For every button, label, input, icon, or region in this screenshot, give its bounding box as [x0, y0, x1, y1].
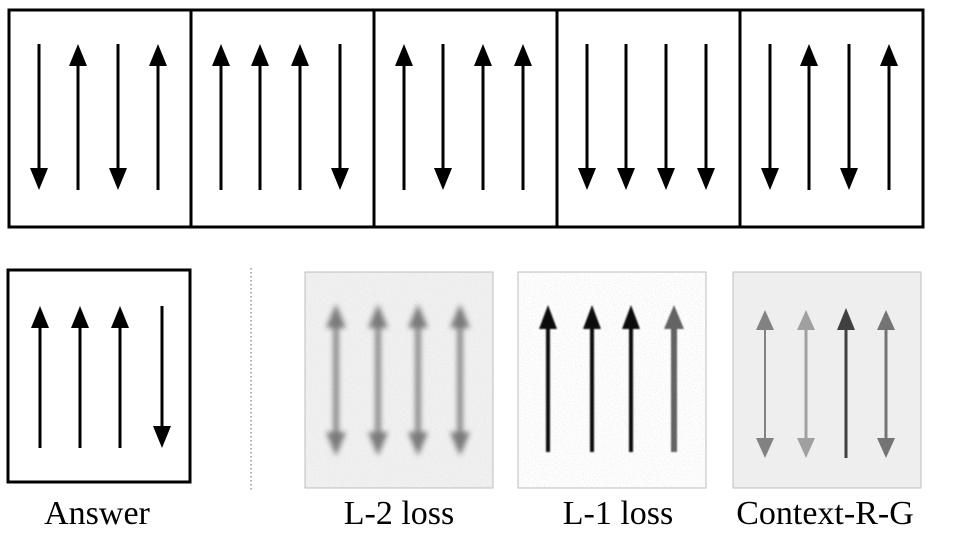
up-arrow — [251, 44, 269, 190]
sequence-frame — [7, 8, 925, 229]
down-arrow — [109, 44, 127, 190]
up-arrow — [31, 306, 49, 448]
sequence-row — [7, 8, 925, 229]
double-arrow — [756, 310, 774, 458]
answer-caption: Answer — [44, 495, 150, 532]
double-arrow — [877, 310, 895, 458]
sequence-panel-3 — [395, 44, 532, 190]
l2-loss-caption: L-2 loss — [344, 495, 455, 532]
down-arrow — [434, 44, 452, 190]
up-arrow — [212, 44, 230, 190]
context-arrows — [756, 308, 895, 458]
double-arrow — [797, 310, 815, 458]
up-arrow — [837, 308, 855, 458]
context-r-g-caption: Context-R-G — [736, 495, 914, 532]
down-arrow — [331, 44, 349, 190]
sequence-panel-1 — [30, 44, 167, 190]
up-arrow — [291, 44, 309, 190]
prediction-frame — [732, 271, 922, 489]
down-arrow — [617, 44, 635, 190]
down-arrow — [840, 44, 858, 190]
prediction-l2-loss — [304, 271, 494, 489]
up-arrow — [474, 44, 492, 190]
down-arrow — [578, 44, 596, 190]
up-arrow — [149, 44, 167, 190]
up-arrow — [69, 44, 87, 190]
up-arrow — [800, 44, 818, 190]
down-arrow — [697, 44, 715, 190]
up-arrow — [71, 306, 89, 448]
up-arrow — [514, 44, 532, 190]
up-arrow — [395, 44, 413, 190]
sequence-panel-2 — [212, 44, 349, 190]
sequence-panel-4 — [578, 44, 715, 190]
l1-loss-caption: L-1 loss — [563, 495, 674, 532]
down-arrow — [761, 44, 779, 190]
answer-frame — [6, 268, 192, 484]
up-arrow — [880, 44, 898, 190]
up-arrow — [111, 306, 129, 448]
sequence-panel-5 — [761, 44, 898, 190]
prediction-l1-loss — [517, 271, 707, 489]
down-arrow — [657, 44, 675, 190]
down-arrow — [30, 44, 48, 190]
prediction-context-r-g — [732, 271, 922, 489]
answer-panel — [6, 268, 192, 484]
down-arrow — [153, 306, 171, 448]
